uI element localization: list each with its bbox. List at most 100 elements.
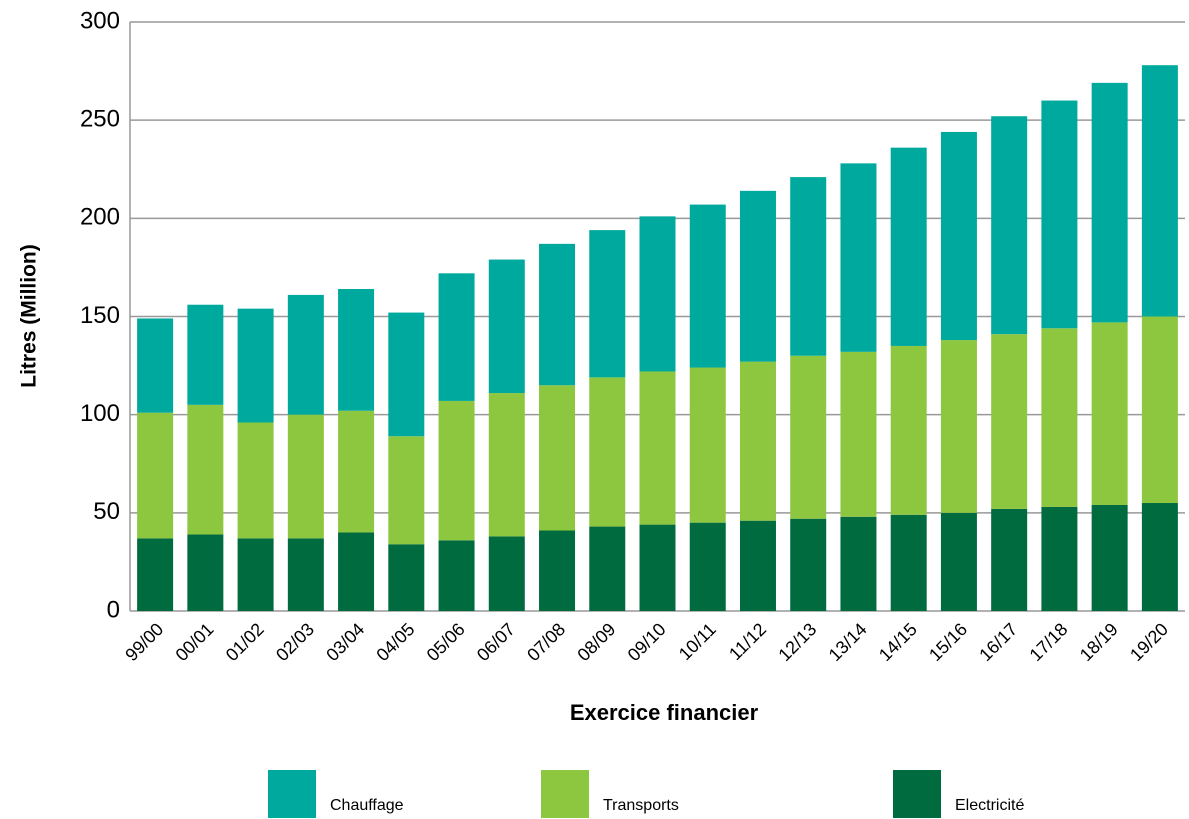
bar-segment — [991, 508, 1028, 611]
bar-segment — [790, 177, 827, 356]
bar-segment — [438, 540, 475, 611]
x-tick-label: 04/05 — [373, 619, 419, 665]
bar-segment — [639, 371, 676, 525]
bar-segment — [1091, 322, 1128, 505]
legend-label: Transports — [603, 797, 679, 814]
y-tick-label: 100 — [80, 400, 120, 427]
bar-segment — [488, 536, 525, 611]
x-tick-label: 12/13 — [774, 619, 820, 665]
y-tick-label: 250 — [80, 106, 120, 133]
x-axis-title: Exercice financier — [570, 700, 759, 725]
bar-segment — [1041, 100, 1078, 329]
bar-segment — [991, 116, 1028, 335]
bar-segment — [287, 294, 324, 415]
bar-segment — [1141, 503, 1178, 611]
bar-segment — [187, 304, 224, 405]
bar-segment — [689, 367, 726, 523]
y-tick-label: 200 — [80, 204, 120, 231]
bar-segment — [338, 289, 375, 411]
x-tick-label: 10/11 — [675, 619, 720, 664]
bar-segment — [338, 532, 375, 611]
bar-segment — [1041, 506, 1078, 611]
bar-segment — [539, 243, 576, 386]
bar-segment — [287, 414, 324, 539]
bar-segment — [589, 526, 626, 611]
x-tick-label: 06/07 — [473, 619, 519, 665]
bar-segment — [739, 361, 776, 521]
bar-segment — [237, 538, 274, 611]
x-tick-label: 05/06 — [423, 619, 469, 665]
bar-segment — [539, 530, 576, 611]
bar-segment — [539, 385, 576, 531]
bar-segment — [639, 524, 676, 611]
bar-segment — [840, 351, 877, 517]
bar-segment — [187, 404, 224, 535]
bar-segment — [1141, 316, 1178, 504]
bar-segment — [739, 520, 776, 611]
bar-segment — [338, 410, 375, 533]
bar-segment — [287, 538, 324, 611]
x-tick-label: 15/16 — [925, 619, 971, 665]
x-tick-label: 19/20 — [1126, 619, 1172, 665]
bar-segment — [890, 147, 927, 346]
x-tick-label: 17/18 — [1026, 619, 1072, 665]
x-tick-label: 01/02 — [222, 619, 268, 665]
x-tick-label: 03/04 — [322, 619, 368, 665]
y-tick-label: 150 — [80, 302, 120, 329]
bar-segment — [589, 230, 626, 378]
bar-segment — [1091, 504, 1128, 611]
bar-segment — [137, 538, 174, 611]
bar-segment — [388, 544, 425, 611]
x-tick-label: 14/15 — [875, 619, 921, 665]
bar-segment — [137, 318, 174, 413]
bar-segment — [639, 216, 676, 372]
x-tick-label: 00/01 — [172, 619, 218, 665]
x-tick-label: 16/17 — [975, 619, 1021, 665]
bar-segment — [388, 312, 425, 437]
y-tick-label: 0 — [107, 596, 120, 623]
x-tick-label: 99/00 — [121, 619, 167, 665]
bar-segment — [1141, 65, 1178, 317]
y-axis-title: Litres (Million) — [18, 244, 41, 388]
y-tick-label: 300 — [80, 7, 120, 34]
legend-swatch — [893, 770, 941, 818]
x-tick-label: 11/12 — [725, 619, 770, 664]
legend-swatch — [541, 770, 589, 818]
bar-segment — [940, 340, 977, 513]
bar-segment — [488, 259, 525, 394]
bar-segment — [840, 516, 877, 611]
bar-segment — [739, 190, 776, 362]
legend-label: Electricité — [955, 797, 1024, 814]
bar-segment — [840, 163, 877, 352]
bar-segment — [589, 377, 626, 527]
bar-segment — [991, 334, 1028, 509]
legend-swatch — [268, 770, 316, 818]
x-tick-label: 08/09 — [573, 619, 619, 665]
bar-segment — [438, 400, 475, 541]
legend-label: Chauffage — [330, 797, 404, 814]
bar-segment — [940, 512, 977, 611]
bar-segment — [790, 355, 827, 519]
bar-segment — [790, 518, 827, 611]
x-tick-label: 07/08 — [523, 619, 569, 665]
x-tick-label: 13/14 — [825, 619, 871, 665]
bar-segment — [137, 412, 174, 539]
y-tick-label: 50 — [93, 498, 120, 525]
bar-segment — [1091, 82, 1128, 323]
x-tick-label: 02/03 — [272, 619, 318, 665]
bar-segment — [488, 393, 525, 537]
bar-segment — [388, 436, 425, 545]
bar-segment — [689, 204, 726, 368]
bar-segment — [940, 131, 977, 341]
bar-segment — [237, 308, 274, 423]
bar-segment — [689, 522, 726, 611]
bar-segment — [1041, 328, 1078, 507]
bar-segment — [438, 273, 475, 401]
x-tick-label: 18/19 — [1076, 619, 1122, 665]
bar-segment — [237, 422, 274, 539]
bar-segment — [890, 345, 927, 515]
bar-segment — [890, 514, 927, 611]
x-tick-label: 09/10 — [624, 619, 670, 665]
bar-segment — [187, 534, 224, 611]
